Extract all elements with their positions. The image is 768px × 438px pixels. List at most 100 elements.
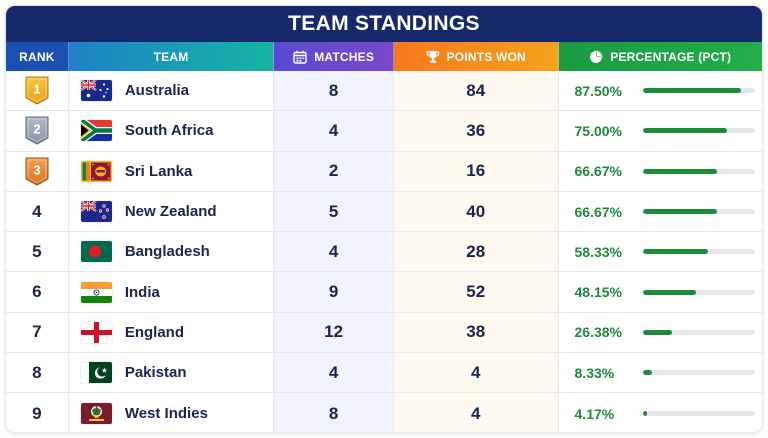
table-row[interactable]: 1 Australia 8 84 87.50% [6, 71, 762, 112]
team-cell: South Africa [69, 111, 275, 151]
header-team[interactable]: TEAM [68, 42, 275, 71]
points-value: 16 [466, 161, 486, 181]
pct-bar-track [642, 249, 755, 255]
pct-value: 66.67% [574, 163, 622, 180]
bangladesh-flag-icon [80, 241, 112, 263]
team-cell: England [69, 312, 275, 353]
table-row[interactable]: 6 India 9 52 48.15% [6, 272, 762, 313]
rank-number: 4 [32, 201, 42, 221]
pct-bar-fill [642, 209, 718, 215]
silver-medal-icon: 2 [25, 116, 49, 146]
pct-value: 66.67% [574, 203, 622, 220]
pct-bar-fill [642, 168, 718, 174]
pct-bar-track [642, 289, 755, 295]
rank-cell: 4 [6, 191, 69, 232]
table-row[interactable]: 9 West Indies 8 4 4.17% [6, 393, 762, 432]
rank-cell: 1 [6, 71, 69, 111]
header-matches-label: MATCHES [314, 49, 375, 64]
header-pct[interactable]: PERCENTAGE (PCT) [558, 42, 762, 71]
matches-cell: 4 [274, 232, 394, 272]
rank-number: 8 [32, 362, 42, 382]
header-pct-label: PERCENTAGE (PCT) [610, 49, 732, 64]
page-title: TEAM STANDINGS [288, 12, 480, 35]
pct-value: 58.33% [574, 243, 622, 260]
standings-card: TEAM STANDINGS RANK TEAM MATCHES [5, 5, 763, 433]
matches-value: 4 [328, 120, 339, 140]
matches-cell: 9 [274, 272, 394, 312]
rank-cell: 8 [6, 353, 69, 393]
pct-cell: 48.15% [559, 272, 762, 311]
team-cell: West Indies [69, 393, 275, 432]
pct-value: 26.38% [574, 324, 622, 341]
matches-cell: 4 [274, 353, 394, 393]
team-name: India [124, 283, 160, 301]
gold-medal-icon: 1 [25, 76, 49, 105]
team-name: Pakistan [124, 364, 187, 382]
points-cell: 28 [393, 232, 559, 272]
team-name: West Indies [124, 405, 208, 423]
pct-cell: 8.33% [559, 353, 762, 392]
header-rank[interactable]: RANK [6, 42, 69, 71]
points-value: 4 [471, 403, 481, 423]
points-cell: 36 [393, 111, 559, 151]
rank-number: 6 [32, 282, 42, 302]
header-rank-label: RANK [19, 49, 55, 64]
matches-value: 4 [328, 241, 339, 261]
header-matches[interactable]: MATCHES [274, 42, 394, 71]
matches-value: 2 [328, 161, 339, 181]
points-value: 36 [466, 120, 486, 140]
pct-value: 75.00% [574, 122, 622, 139]
team-name: Sri Lanka [124, 162, 193, 180]
bronze-medal-icon: 3 [25, 157, 49, 186]
pct-cell: 87.50% [559, 71, 762, 110]
table-row[interactable]: 7 England 12 38 26.38% [6, 312, 762, 354]
header-points-label: POINTS WON [446, 49, 526, 64]
table-row[interactable]: 8 Pakistan 4 4 8.33% [6, 353, 762, 394]
header-points[interactable]: POINTS WON [393, 42, 559, 71]
trophy-icon [426, 50, 439, 63]
points-value: 52 [466, 282, 486, 302]
table-row[interactable]: 3 Sri Lanka 2 16 66.67% [6, 151, 762, 192]
pct-cell: 66.67% [559, 152, 762, 191]
table-row[interactable]: 2 South Africa 4 36 75.00% [6, 111, 762, 152]
matches-cell: 2 [274, 151, 394, 191]
pct-cell: 75.00% [559, 111, 762, 150]
pct-value: 4.17% [574, 405, 615, 422]
pct-bar-fill [642, 128, 727, 134]
points-cell: 40 [393, 191, 559, 232]
rank-number: 1 [33, 82, 40, 97]
team-name: New Zealand [124, 203, 217, 221]
pct-bar-fill [642, 88, 741, 94]
rank-cell: 5 [6, 232, 69, 272]
rank-cell: 2 [6, 111, 69, 151]
pct-bar-fill [642, 411, 648, 417]
rank-number: 3 [33, 162, 40, 177]
table-row[interactable]: 5 Bangladesh 4 28 58.33% [6, 232, 762, 273]
rank-cell: 3 [6, 151, 69, 191]
india-flag-icon [80, 281, 112, 303]
matches-value: 8 [328, 80, 339, 100]
rank-cell: 7 [6, 312, 69, 353]
pct-bar-track [642, 88, 755, 94]
points-value: 38 [466, 322, 486, 342]
england-flag-icon [80, 321, 112, 343]
rank-cell: 6 [6, 272, 69, 312]
table-header: RANK TEAM MATCHES [6, 42, 762, 71]
rank-number: 9 [32, 403, 42, 423]
pct-bar-fill [642, 370, 652, 376]
points-value: 28 [466, 241, 486, 261]
points-value: 84 [466, 80, 486, 100]
pct-bar-track [642, 329, 755, 335]
standings-rows: 1 Australia 8 84 87.50% 2 South Africa 4 36 75.00… [6, 71, 762, 432]
calendar-icon [293, 50, 307, 64]
pct-bar-fill [642, 249, 708, 255]
table-row[interactable]: 4 New Zealand 5 40 66.67% [6, 191, 762, 233]
pct-cell: 4.17% [559, 393, 762, 432]
team-cell: Sri Lanka [69, 151, 275, 191]
rank-number: 5 [32, 241, 42, 261]
points-cell: 16 [393, 151, 559, 191]
team-cell: Bangladesh [69, 232, 275, 272]
sri-lanka-flag-icon [80, 160, 112, 182]
pct-bar-track [642, 411, 755, 417]
header-team-label: TEAM [153, 49, 189, 64]
